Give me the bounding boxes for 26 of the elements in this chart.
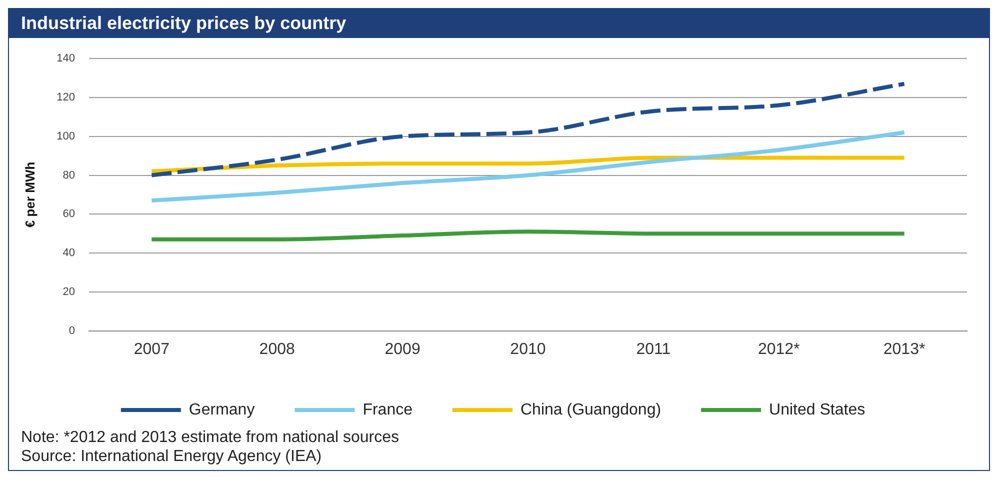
text: Note: *2012 and 2013 estimate from national sources [21,428,400,447]
x-tick-label: 2009 [384,340,420,358]
x-tick-label: 2010 [510,340,546,358]
y-tick-label: 80 [62,169,75,182]
y-tick-label: 100 [56,130,75,142]
x-tick-label: 2007 [134,340,170,358]
line-series [150,130,906,203]
y-tick-label: 140 [56,52,75,65]
x-tick-label: 2011 [636,340,671,358]
y-tick-label: 20 [62,286,75,298]
legend-label: China (Guangdong) [520,401,662,418]
legend-label: France [362,401,413,418]
x-tick-label: 2012* [758,340,800,358]
chart-title: Industrial electricity prices by country [9,9,989,38]
source-note: Source: International Energy Agency (IEA) [21,447,323,466]
legend-label: Germany [188,401,255,418]
y-tick-label: 0 [68,324,75,337]
line-series [150,82,906,178]
y-tick-label: 120 [56,92,75,104]
x-tick-label: 2013* [883,340,926,358]
legend-label: United States [769,401,866,418]
x-tick-label: 2008 [259,340,296,358]
y-tick-label: 40 [62,247,75,260]
y-axis-title: € per MWh [22,162,38,228]
line-series [150,230,906,242]
y-tick-label: 60 [62,208,75,220]
